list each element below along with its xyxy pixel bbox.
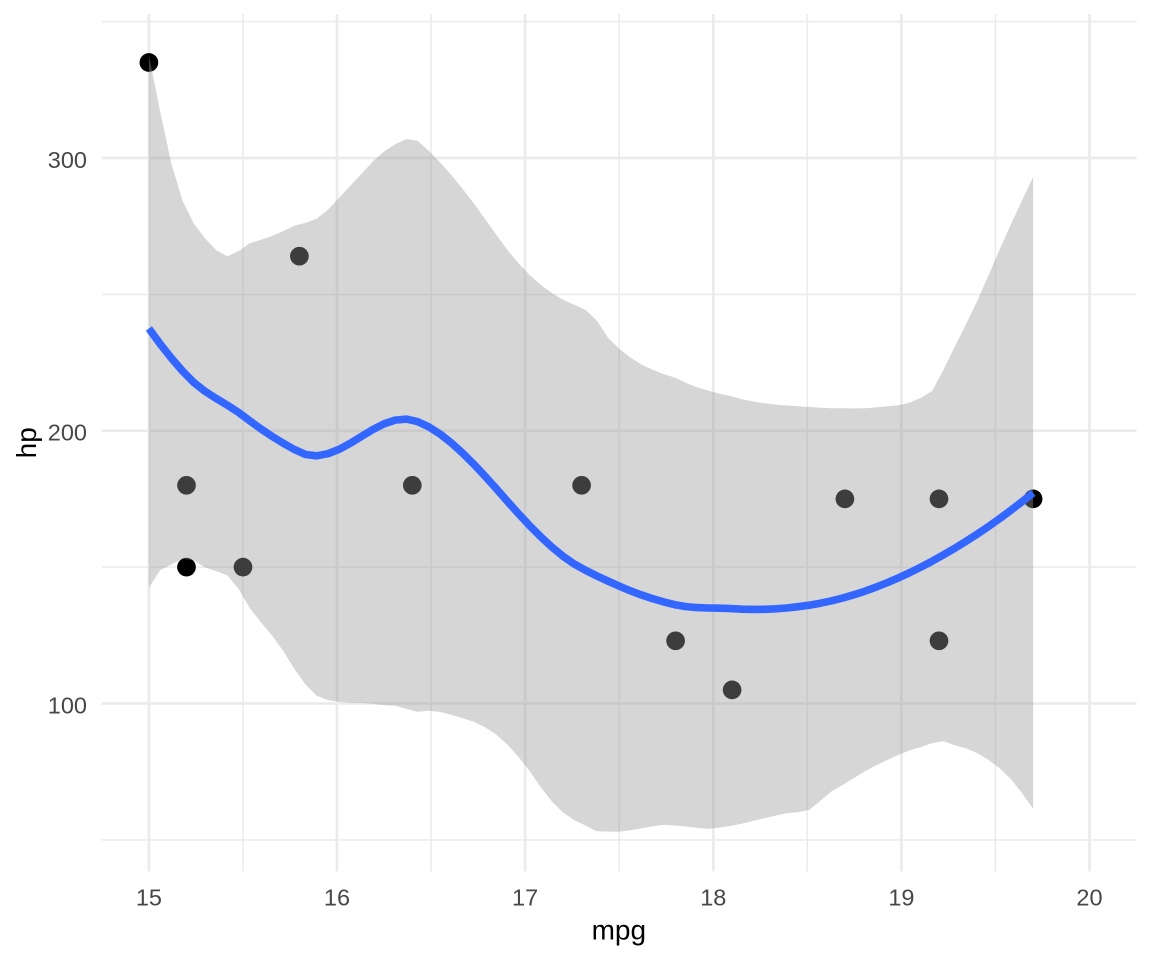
svg-text:200: 200 [48, 420, 87, 446]
svg-text:16: 16 [324, 885, 350, 911]
svg-text:15: 15 [136, 885, 162, 911]
svg-text:mpg: mpg [592, 915, 646, 946]
svg-text:19: 19 [888, 885, 914, 911]
svg-text:100: 100 [48, 692, 87, 718]
svg-text:18: 18 [700, 885, 726, 911]
svg-text:300: 300 [48, 147, 87, 173]
svg-text:17: 17 [512, 885, 538, 911]
svg-text:hp: hp [11, 427, 42, 458]
svg-text:20: 20 [1076, 885, 1102, 911]
